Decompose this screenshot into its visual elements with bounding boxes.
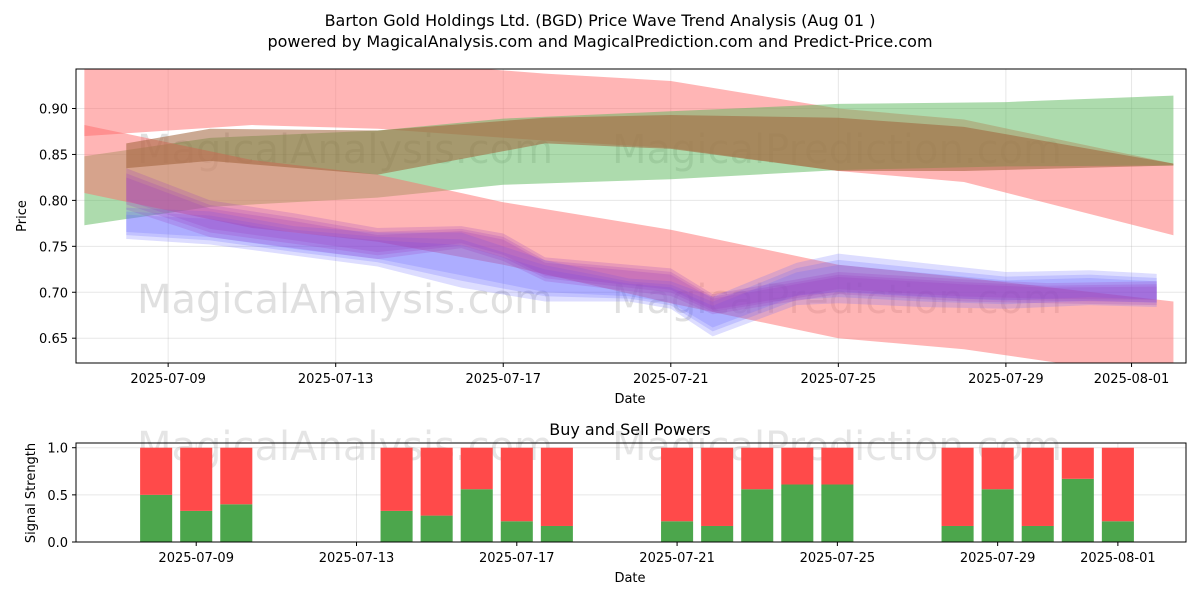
buy-bar	[500, 521, 533, 542]
main-x-tick-label: 2025-07-13	[298, 372, 374, 387]
main-y-tick-label: 0.80	[39, 194, 68, 209]
sell-bar	[1021, 447, 1054, 526]
sell-bar	[741, 447, 774, 490]
buy-bar	[140, 494, 173, 542]
signal-x-tick-label: 2025-07-21	[639, 551, 715, 566]
chart-title-line2: powered by MagicalAnalysis.com and Magic…	[267, 32, 932, 51]
band-purple-wave-core-0	[126, 173, 1157, 312]
signal-y-tick-label: 0.5	[47, 489, 68, 504]
signal-chart-title: Buy and Sell Powers	[549, 420, 711, 439]
signal-x-tick-label: 2025-07-25	[800, 551, 876, 566]
buy-bar	[460, 489, 493, 542]
sell-bar	[180, 447, 213, 511]
buy-bar	[941, 525, 974, 542]
chart-title-line1: Barton Gold Holdings Ltd. (BGD) Price Wa…	[325, 11, 876, 30]
main-y-tick-label: 0.85	[39, 148, 68, 163]
signal-x-tick-label: 2025-07-09	[158, 551, 234, 566]
sell-bar	[1061, 447, 1094, 479]
sell-bar	[821, 447, 854, 485]
buy-bar	[420, 515, 453, 542]
buy-bar	[701, 525, 734, 542]
main-x-tick-label: 2025-07-21	[633, 372, 709, 387]
sell-bar	[460, 447, 493, 490]
band-purple-wave-core-1	[126, 177, 1157, 310]
main-y-axis-label: Price	[15, 200, 30, 232]
sell-bar	[981, 447, 1014, 490]
buy-bar	[180, 510, 213, 542]
buy-bar	[781, 484, 814, 542]
band-purple-wave	[126, 168, 1157, 315]
signal-x-ticks: 2025-07-09 2025-07-13 2025-07-17 2025-07-21…	[158, 542, 1156, 566]
signal-x-tick-label: 2025-08-01	[1080, 551, 1156, 566]
sell-bar	[540, 447, 573, 526]
band-brown-overlap	[126, 114, 1174, 175]
sell-bar	[140, 447, 173, 495]
main-x-axis-label: Date	[614, 392, 645, 407]
main-x-tick-label: 2025-08-01	[1094, 372, 1170, 387]
main-y-ticks: 0.65 0.70 0.75 0.80 0.85 0.90	[39, 103, 76, 347]
main-y-tick-label: 0.65	[39, 332, 68, 347]
buy-bar	[821, 484, 854, 542]
band-red-lower	[84, 125, 1174, 363]
signal-x-tick-label: 2025-07-13	[319, 551, 395, 566]
sell-bar	[941, 447, 974, 526]
buy-bar	[661, 521, 694, 542]
watermark-analysis-mid: MagicalAnalysis.com	[137, 277, 553, 323]
band-blue-wave-core-1	[126, 214, 1157, 328]
main-x-tick-label: 2025-07-29	[968, 372, 1044, 387]
main-bands	[84, 69, 1174, 363]
sell-bar	[1101, 447, 1134, 522]
main-plot-frame	[75, 68, 1187, 364]
band-blue-wave-core-0	[126, 211, 1157, 332]
band-blue-wave	[126, 207, 1157, 337]
sell-bar	[500, 447, 533, 522]
signal-x-tick-label: 2025-07-29	[960, 551, 1036, 566]
main-y-tick-label: 0.70	[39, 286, 68, 301]
sell-bar	[420, 447, 453, 516]
signal-y-ticks: 0.0 0.5 1.0	[47, 442, 76, 551]
signal-bars	[140, 447, 1134, 542]
buy-bar	[220, 504, 253, 542]
buy-bar	[380, 510, 413, 542]
main-x-tick-label: 2025-07-25	[801, 372, 877, 387]
main-y-tick-label: 0.75	[39, 240, 68, 255]
buy-bar	[540, 525, 573, 542]
sell-bar	[380, 447, 413, 511]
signal-y-tick-label: 1.0	[47, 442, 68, 457]
sell-bar	[661, 447, 694, 522]
sell-bar	[781, 447, 814, 485]
band-red-upper	[84, 69, 1174, 236]
main-x-tick-label: 2025-07-17	[465, 372, 541, 387]
buy-bar	[1101, 521, 1134, 542]
signal-x-axis-label: Date	[614, 571, 645, 586]
sell-bar	[220, 447, 253, 505]
sell-bar	[701, 447, 734, 526]
signal-plot-frame	[75, 442, 1187, 543]
main-x-tick-label: 2025-07-09	[130, 372, 206, 387]
signal-y-axis-label: Signal Strength	[24, 443, 39, 543]
buy-bar	[741, 489, 774, 542]
buy-bar	[1061, 478, 1094, 542]
buy-bar	[981, 489, 1014, 542]
buy-bar	[1021, 525, 1054, 542]
main-y-tick-label: 0.90	[39, 103, 68, 118]
signal-x-tick-label: 2025-07-17	[479, 551, 555, 566]
signal-y-tick-label: 0.0	[47, 536, 68, 551]
main-x-ticks: 2025-07-09 2025-07-13 2025-07-17 2025-07-21…	[130, 363, 1169, 387]
